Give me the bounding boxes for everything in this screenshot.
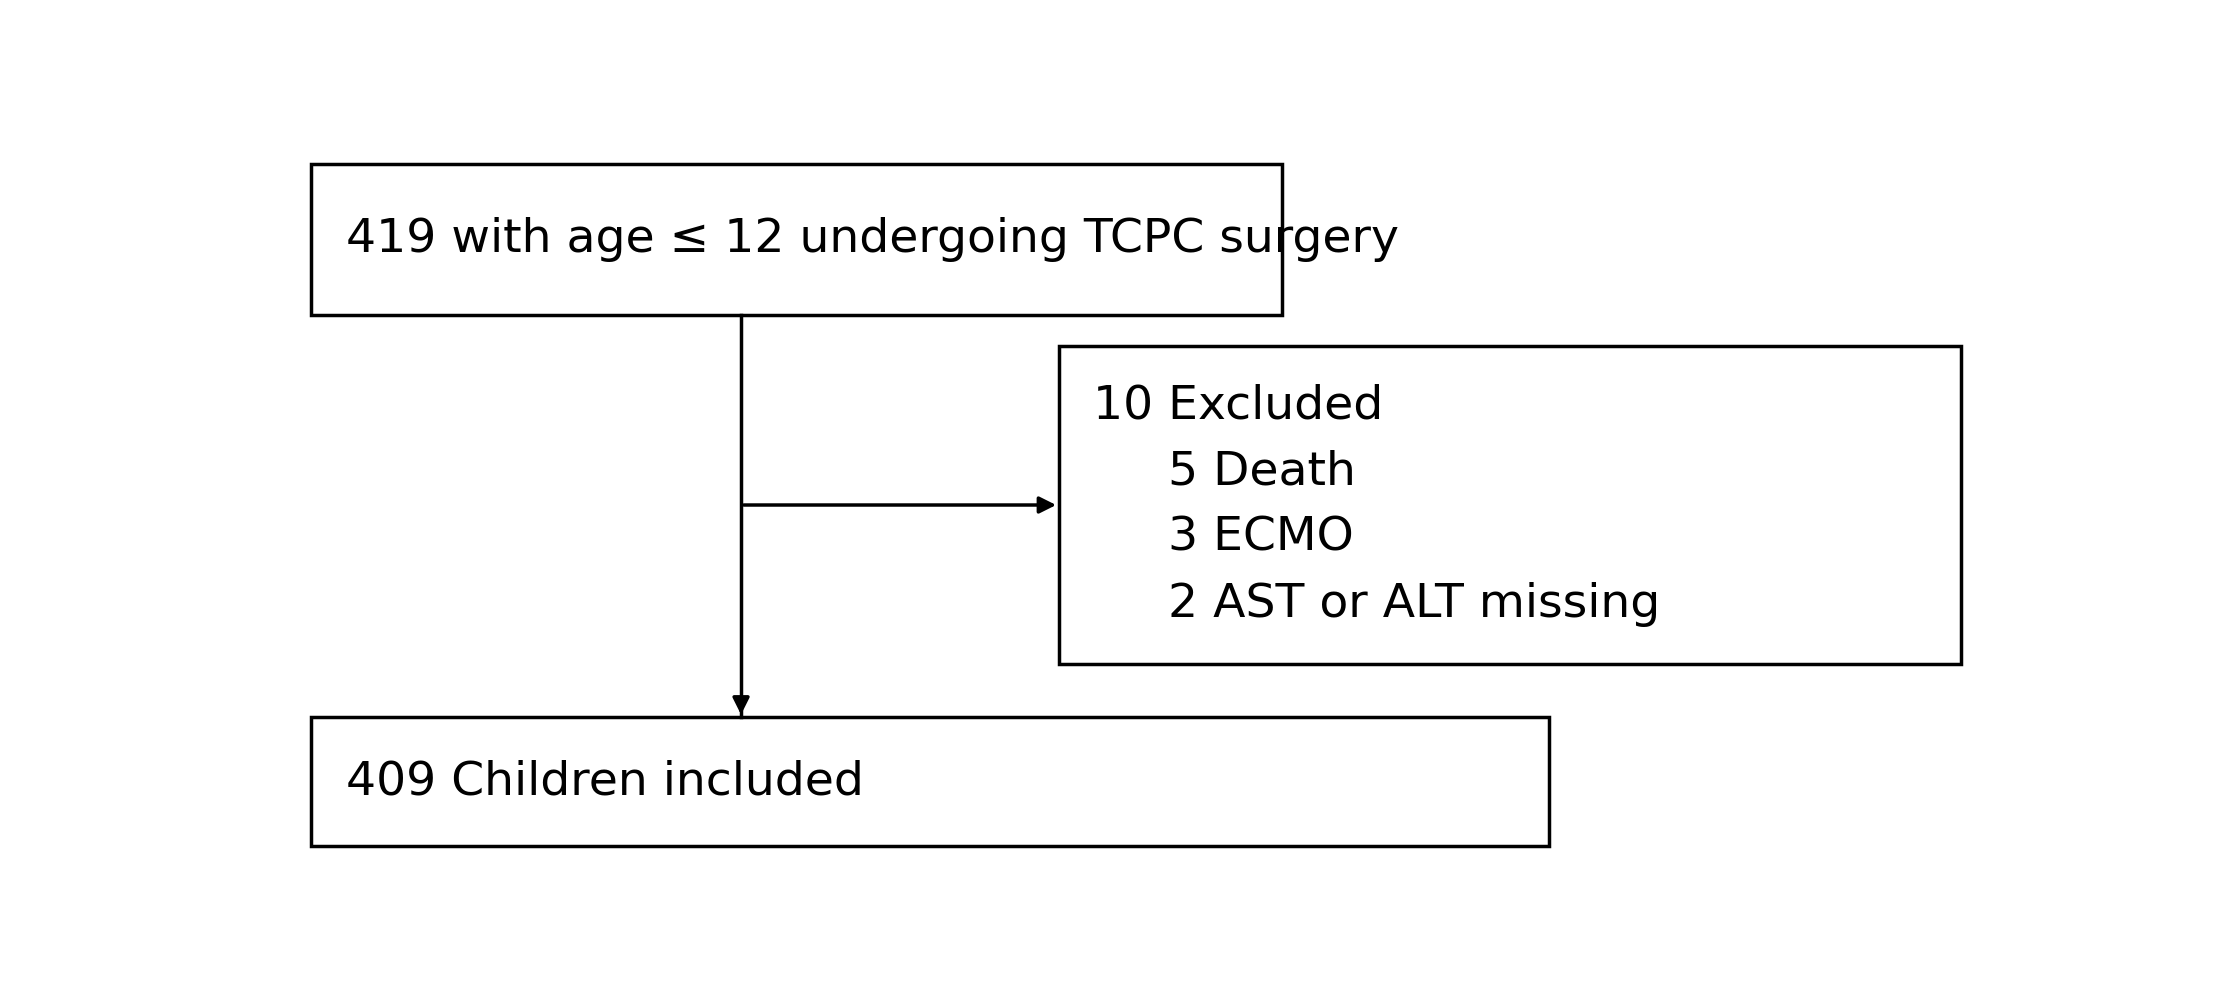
Text: 409 Children included: 409 Children included xyxy=(346,759,865,805)
FancyBboxPatch shape xyxy=(1060,346,1960,664)
FancyBboxPatch shape xyxy=(310,164,1281,315)
Text: 10 Excluded
     5 Death
     3 ECMO
     2 AST or ALT missing: 10 Excluded 5 Death 3 ECMO 2 AST or ALT … xyxy=(1093,383,1661,626)
Text: 419 with age ≤ 12 undergoing TCPC surgery: 419 with age ≤ 12 undergoing TCPC surger… xyxy=(346,217,1399,262)
FancyBboxPatch shape xyxy=(310,717,1547,846)
